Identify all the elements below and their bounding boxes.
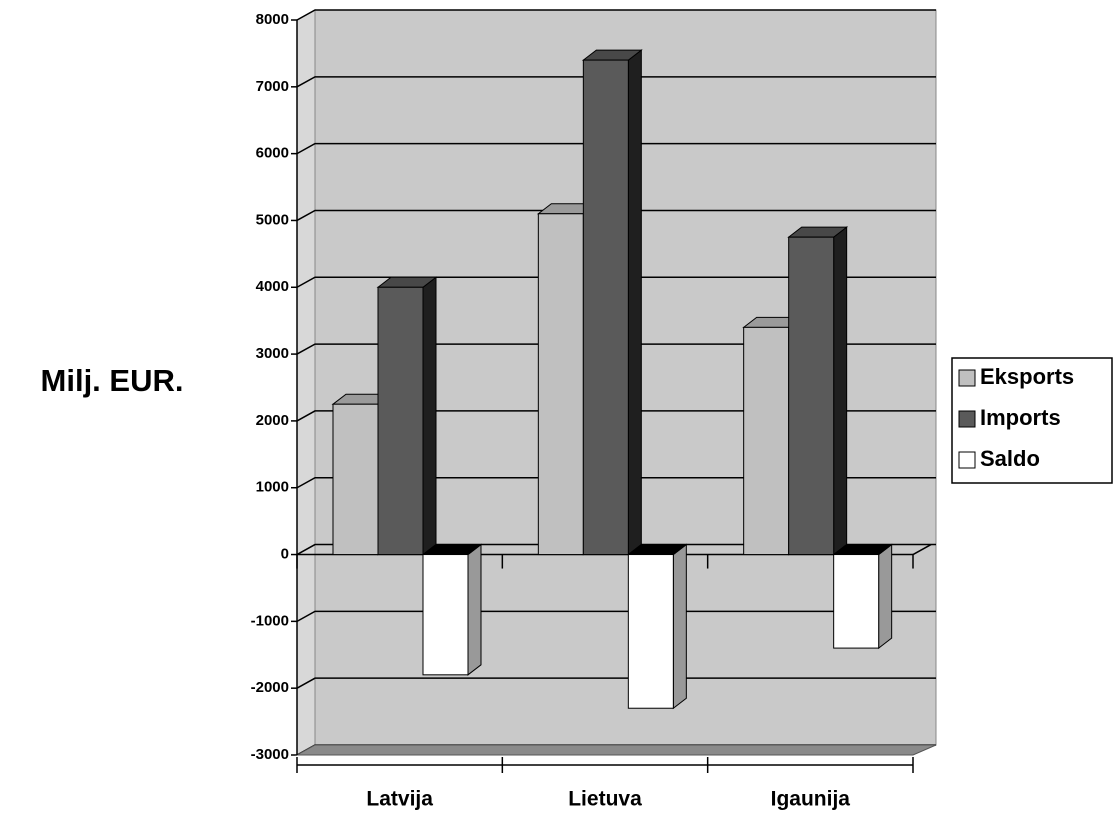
y-tick-label: -1000 (251, 612, 289, 629)
grid-line (296, 276, 936, 288)
side-wall (296, 9, 316, 756)
grid-line (296, 610, 936, 623)
bar-side (672, 543, 687, 710)
bar (743, 326, 790, 556)
bar (582, 59, 629, 556)
x-tick-label: Lietuva (568, 788, 642, 811)
grid-line (296, 9, 936, 21)
legend-label: Imports (980, 405, 1061, 430)
y-tick-label: 4000 (256, 278, 289, 295)
bar-side (878, 543, 893, 650)
grid-line (296, 476, 936, 489)
grid-line (296, 76, 936, 88)
grid-line (296, 543, 936, 556)
y-tick-label: 0 (281, 546, 289, 563)
bar (422, 554, 469, 676)
grid-line (296, 142, 936, 155)
x-tick-label: Latvija (366, 788, 433, 811)
bar (537, 213, 584, 556)
grid-line (296, 343, 936, 355)
grid-line (296, 410, 936, 422)
grid-line (296, 209, 936, 222)
legend-label: Eksports (980, 364, 1074, 389)
zero-line-back (912, 543, 932, 556)
bar-side (627, 49, 642, 556)
y-tick-label: -2000 (251, 679, 289, 696)
bar (377, 286, 424, 556)
bar-side (422, 276, 437, 556)
grid-line (296, 677, 936, 689)
legend-swatch (958, 410, 976, 428)
y-tick-label: 7000 (256, 78, 289, 95)
bar (788, 236, 835, 556)
legend-swatch (958, 369, 976, 387)
legend-swatch (958, 451, 976, 469)
y-tick-label: 6000 (256, 145, 289, 162)
legend-label: Saldo (980, 446, 1040, 471)
y-tick-label: -3000 (251, 746, 289, 763)
y-tick-label: 3000 (256, 345, 289, 362)
legend (951, 357, 1113, 484)
bar (833, 554, 880, 649)
y-axis-label: Milj. EUR. (41, 363, 184, 398)
y-tick-label: 8000 (256, 11, 289, 28)
floor (295, 744, 937, 756)
bar-side (833, 226, 848, 556)
bar (332, 403, 379, 556)
x-tick-label: Igaunija (771, 788, 851, 811)
y-tick-label: 5000 (256, 211, 289, 228)
y-tick-label: 1000 (256, 479, 289, 496)
bar-side (467, 543, 482, 676)
bar (627, 554, 674, 709)
y-tick-label: 2000 (256, 412, 289, 429)
